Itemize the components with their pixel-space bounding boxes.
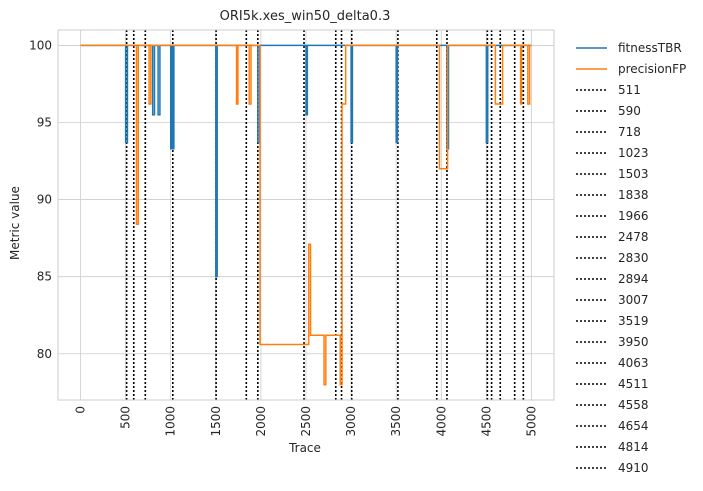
x-tick-label: 0 bbox=[74, 406, 88, 414]
x-tick-label: 2500 bbox=[299, 406, 313, 437]
legend-label: 2894 bbox=[618, 272, 649, 286]
legend-label: 511 bbox=[618, 83, 641, 97]
legend-label: 3007 bbox=[618, 293, 649, 307]
x-tick-label: 500 bbox=[119, 406, 133, 429]
legend-label: fitnessTBR bbox=[618, 41, 682, 55]
legend-label: 4063 bbox=[618, 356, 649, 370]
legend: fitnessTBR precisionFP 511 590 718 1023 1503 18… bbox=[576, 41, 686, 475]
legend-label: 4910 bbox=[618, 461, 649, 475]
legend-label: 718 bbox=[618, 125, 641, 139]
legend-label: 590 bbox=[618, 104, 641, 118]
x-tick-label: 3500 bbox=[389, 406, 403, 437]
legend-label: 4511 bbox=[618, 377, 649, 391]
legend-label: 1966 bbox=[618, 209, 649, 223]
legend-label: 3950 bbox=[618, 335, 649, 349]
legend-label: 4814 bbox=[618, 440, 649, 454]
chart-title: ORI5k.xes_win50_delta0.3 bbox=[220, 9, 391, 24]
x-tick-label: 3000 bbox=[344, 406, 358, 437]
x-tick-label: 1500 bbox=[209, 406, 223, 437]
x-axis-label: Trace bbox=[288, 441, 321, 455]
y-tick-label: 80 bbox=[37, 347, 52, 361]
legend-label: 2478 bbox=[618, 230, 649, 244]
y-tick-label: 85 bbox=[37, 270, 52, 284]
x-tick-label: 5000 bbox=[524, 406, 538, 437]
legend-label: 3519 bbox=[618, 314, 649, 328]
plot-border bbox=[57, 29, 555, 401]
x-tick-label: 4000 bbox=[434, 406, 448, 437]
y-tick-label: 90 bbox=[37, 193, 52, 207]
y-axis-label: Metric value bbox=[8, 186, 22, 260]
x-tick-label: 2000 bbox=[254, 406, 268, 437]
legend-label: 4558 bbox=[618, 398, 649, 412]
y-tick-label: 100 bbox=[29, 38, 52, 52]
y-tick-label: 95 bbox=[37, 116, 52, 130]
legend-label: 2830 bbox=[618, 251, 649, 265]
legend-label: 1838 bbox=[618, 188, 649, 202]
x-tick-label: 4500 bbox=[479, 406, 493, 437]
legend-label: precisionFP bbox=[618, 62, 686, 76]
series-line-precisionFP bbox=[80, 44, 532, 386]
legend-label: 4654 bbox=[618, 419, 649, 433]
x-tick-label: 1000 bbox=[164, 406, 178, 437]
legend-label: 1503 bbox=[618, 167, 649, 181]
legend-label: 1023 bbox=[618, 146, 649, 160]
